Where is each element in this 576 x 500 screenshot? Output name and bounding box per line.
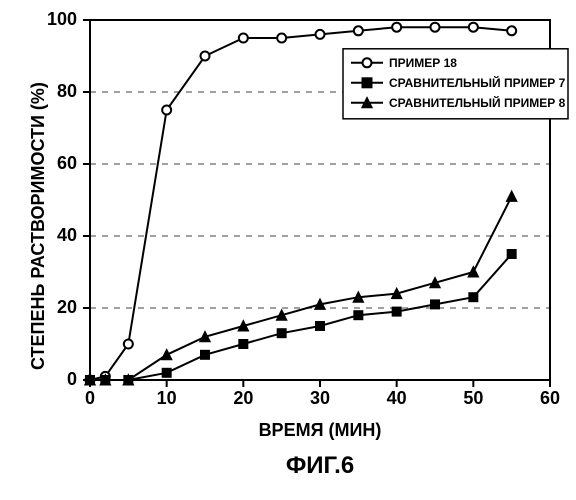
tick-label: 100 [42,9,77,30]
tick-label: 30 [300,388,340,409]
figure: ПРИМЕР 18 СРАВНИТЕЛЬНЫЙ ПРИМЕР 7 СРАВНИТЕЛ… [0,0,576,500]
tick-label: 60 [42,153,77,174]
tick-label: 20 [42,297,77,318]
x-axis-label: ВРЕМЯ (МИН) [195,420,445,441]
tick-label: 40 [42,225,77,246]
svg-text:ПРИМЕР 18: ПРИМЕР 18 [389,56,457,70]
svg-text:СРАВНИТЕЛЬНЫЙ ПРИМЕР 8: СРАВНИТЕЛЬНЫЙ ПРИМЕР 8 [389,95,566,110]
tick-label: 10 [147,388,187,409]
tick-label: 0 [42,369,77,390]
figure-caption: ФИГ.6 [220,452,420,480]
tick-label: 60 [530,388,570,409]
tick-label: 0 [70,388,110,409]
tick-label: 80 [42,81,77,102]
tick-label: 20 [223,388,263,409]
tick-label: 50 [453,388,493,409]
svg-text:СРАВНИТЕЛЬНЫЙ ПРИМЕР 7: СРАВНИТЕЛЬНЫЙ ПРИМЕР 7 [389,75,566,90]
tick-label: 40 [377,388,417,409]
